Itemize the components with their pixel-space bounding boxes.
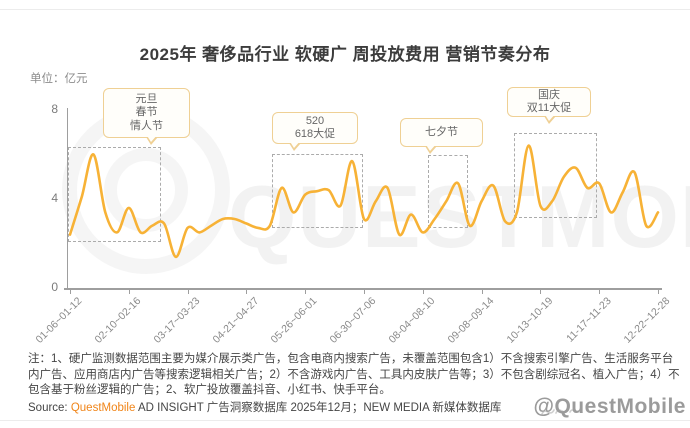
source-prefix: Source:	[28, 402, 71, 414]
x-tick-mark	[540, 290, 542, 294]
x-tick-mark	[481, 290, 483, 294]
source-brand: QuestMobile	[70, 402, 136, 414]
callout-label-line: 元旦	[135, 92, 158, 105]
x-tick-mark	[70, 290, 71, 294]
x-tick-mark	[658, 290, 659, 294]
sharer-watermark-scribble	[541, 408, 582, 415]
x-axis-line	[64, 288, 662, 290]
y-tick-8: 8	[51, 102, 58, 116]
callout-pointer-fill	[544, 113, 556, 121]
callout-new-year-festivals: 元旦 春节 情人节	[103, 88, 190, 145]
x-tick-mark	[128, 290, 130, 294]
y-tick-4: 4	[51, 191, 58, 205]
callout-label-line: 618大促	[294, 128, 336, 140]
callout-label-line: 七夕节	[425, 125, 458, 138]
callout-label-line: 情人节	[130, 119, 163, 132]
questmobile-handle-watermark: @QuestMobile	[533, 395, 686, 418]
callout-label-line: 国庆	[538, 88, 560, 101]
callout-qixi: 七夕节	[400, 118, 483, 154]
promo-window-box-520-618	[272, 154, 363, 228]
x-tick-mark	[246, 290, 248, 294]
unit-label: 单位：亿元	[30, 73, 88, 85]
callout-pointer-fill	[289, 140, 301, 148]
x-tick-mark	[187, 290, 189, 294]
footnote: 注：1、硬广监测数据范围主要为媒介展示类广告，包含电商内搜索广告，未覆盖范围包含…	[28, 353, 680, 396]
callout-label-line: 春节	[135, 106, 158, 119]
callout-guoqing-double11: 国庆 双11大促	[507, 87, 591, 124]
callout-520-618: 520 618大促	[272, 112, 358, 151]
source-line: Source: QuestMobile AD INSIGHT 广告洞察数据库 2…	[28, 399, 501, 415]
x-tick-mark	[422, 290, 424, 294]
callout-label-line: 双11大促	[526, 102, 572, 114]
card-bottom-border	[0, 420, 690, 421]
y-tick-0: 0	[51, 280, 58, 294]
x-tick-mark	[364, 290, 365, 294]
callout-label-line: 520	[305, 114, 325, 127]
callout-pointer-fill	[425, 143, 437, 151]
promo-window-box-guoqing-double11	[514, 133, 597, 218]
source-rest: AD INSIGHT 广告洞察数据库 2025年12月；NEW MEDIA 新媒…	[135, 402, 502, 414]
x-tick-mark	[305, 290, 307, 294]
card-top-border	[0, 9, 690, 10]
x-tick-mark	[599, 290, 601, 294]
promo-window-box-qixi	[428, 155, 468, 228]
promo-window-box-new-year-festivals	[68, 147, 161, 242]
page-title: 2025年 奢侈品行业 软硬广 周投放费用 营销节奏分布	[139, 45, 551, 64]
y-axis-line	[67, 108, 68, 289]
callout-pointer-fill	[146, 134, 158, 142]
